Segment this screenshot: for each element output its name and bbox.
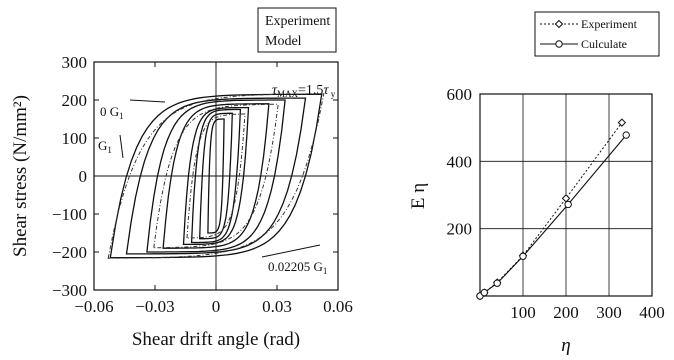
left-ytick-label: 100 <box>62 129 88 148</box>
left-legend: Experiment Model <box>257 7 337 53</box>
culculate-point <box>519 252 527 260</box>
annotation-tau-max: τMAX=1.5τ y <box>272 83 336 99</box>
right-ytick-label: 600 <box>447 85 473 104</box>
annotation-slope-upper: 0 G1 <box>100 104 124 121</box>
left-ytick-label: 0 <box>79 167 88 186</box>
left-x-axis-label: Shear drift angle (rad) <box>132 329 300 350</box>
model-loop <box>190 108 242 244</box>
left-legend-experiment: Experiment <box>265 14 330 29</box>
right-ytick-label: 400 <box>447 152 473 171</box>
right-xtick-label: 300 <box>596 303 622 322</box>
left-ytick-label: −100 <box>52 205 87 224</box>
left-ytick-label: 200 <box>62 91 88 110</box>
right-legend-marker-experiment <box>554 19 564 29</box>
left-ytick-label: −200 <box>52 243 87 262</box>
model-loop <box>125 97 307 255</box>
energy-chart: 200 400 600 100 200 300 400 E η η Experiment … <box>408 11 665 356</box>
right-ytick-label: 200 <box>447 220 473 239</box>
annotation-slope-lower: 0.02205 G1 <box>268 259 327 276</box>
model-loop <box>109 93 323 259</box>
culculate-point <box>480 288 488 297</box>
left-legend-box <box>257 7 337 53</box>
right-legend-label-culculate: Culculate <box>581 37 627 51</box>
right-legend: Experiment Culculate <box>534 11 660 57</box>
culculate-point <box>622 131 630 139</box>
left-xtick-label: −0.06 <box>74 297 113 316</box>
slope-guide-upper <box>129 99 166 103</box>
right-xtick-label: 200 <box>553 303 579 322</box>
experiment-loop <box>186 113 246 239</box>
culculate-point <box>564 200 572 209</box>
left-xtick-label: 0 <box>212 297 221 316</box>
annotation-slope-mid: G1 <box>98 138 112 155</box>
hysteresis-chart: 300 200 100 0 −100 −200 −300 −0.06 −0.03 0 0.03 0.… <box>10 7 353 350</box>
slope-guide-lower <box>261 244 321 258</box>
model-loop <box>146 99 286 253</box>
experiment-point <box>617 118 627 127</box>
left-ytick-label: 300 <box>62 53 88 72</box>
left-y-axis-label: Shear stress (N/mm²) <box>10 95 31 257</box>
right-legend-box <box>534 11 660 57</box>
right-x-axis-label: η <box>561 335 570 356</box>
model-loop <box>207 118 225 234</box>
left-ytick-label: −300 <box>52 281 87 300</box>
model-loop <box>162 103 270 249</box>
slope-guide-mid <box>119 134 124 159</box>
left-xtick-label: 0.06 <box>323 297 353 316</box>
right-legend-label-experiment: Experiment <box>581 17 638 31</box>
right-plot-frame <box>479 93 653 297</box>
right-xtick-label: 100 <box>510 303 536 322</box>
model-loop <box>182 106 250 246</box>
experiment-loop <box>153 103 279 249</box>
culculate-point <box>493 279 501 287</box>
left-legend-model: Model <box>265 34 302 49</box>
right-y-axis-label: E η <box>408 183 429 209</box>
left-xtick-label: −0.03 <box>135 297 174 316</box>
experiment-loop <box>107 93 325 259</box>
model-loop <box>199 112 233 240</box>
right-xtick-label: 400 <box>639 303 665 322</box>
experiment-line <box>480 122 623 296</box>
left-xtick-label: 0.03 <box>262 297 292 316</box>
right-legend-marker-culculate <box>555 40 563 48</box>
